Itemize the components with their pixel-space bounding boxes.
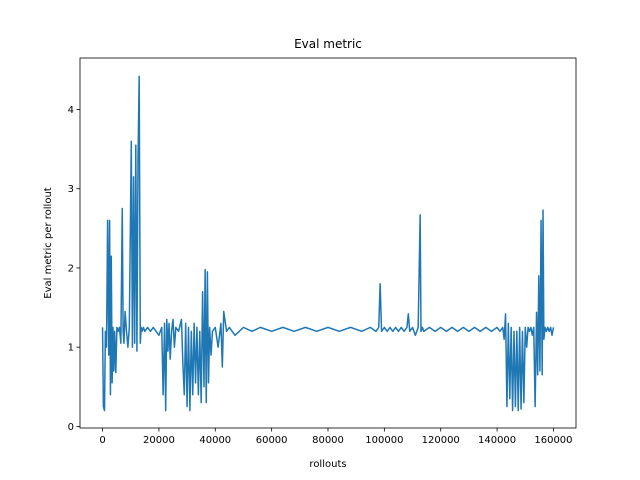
x-tick-label: 120000 (422, 435, 460, 446)
y-tick-label: 3 (68, 184, 74, 195)
x-tick-label: 40000 (199, 435, 231, 446)
x-axis-ticks: 0 20000 40000 60000 80000 100000 120000 140000 1… (99, 428, 573, 446)
plot-frame (79, 57, 577, 429)
x-tick-label: 20000 (143, 435, 175, 446)
x-tick-label: 100000 (365, 435, 403, 446)
chart-title: Eval metric (294, 37, 362, 51)
y-tick-label: 4 (68, 105, 74, 116)
y-tick-label: 2 (68, 263, 74, 274)
y-tick-label: 1 (68, 343, 74, 354)
x-tick-label: 140000 (478, 435, 516, 446)
series-layer (101, 75, 555, 412)
series-line-0 (101, 75, 555, 412)
y-tick-label: 0 (68, 422, 74, 433)
y-axis-ticks: 0 1 2 3 4 (68, 105, 80, 433)
x-axis-label: rollouts (309, 459, 346, 470)
x-tick-label: 160000 (534, 435, 572, 446)
y-axis-label: Eval metric per rollout (43, 187, 54, 299)
plot-area (80, 58, 576, 428)
x-tick-label: 80000 (312, 435, 344, 446)
x-tick-label: 0 (99, 435, 105, 446)
x-tick-label: 60000 (256, 435, 288, 446)
